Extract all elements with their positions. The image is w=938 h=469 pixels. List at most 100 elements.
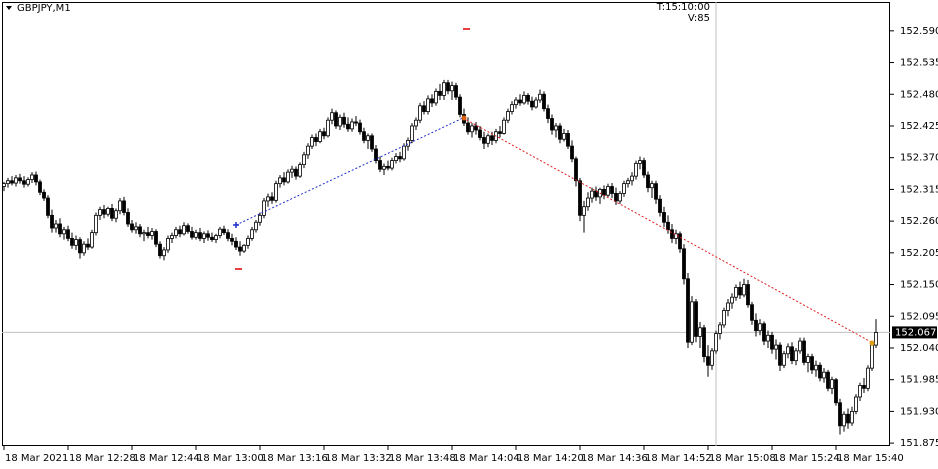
- candle-body: [358, 122, 362, 133]
- candle-body: [766, 334, 770, 342]
- candle-body: [838, 402, 842, 427]
- marker-orange: [869, 340, 875, 346]
- candle-body: [118, 200, 122, 212]
- y-tick-label: 152.590: [900, 26, 938, 37]
- candle-body: [390, 160, 394, 169]
- candle-body: [418, 105, 422, 121]
- candle-body: [306, 145, 310, 156]
- candle-body: [158, 243, 162, 257]
- candle-body: [758, 323, 762, 332]
- candle-body: [694, 301, 698, 337]
- candle-body: [350, 121, 354, 130]
- crosshair-time: T:15:10:00: [656, 2, 710, 13]
- candle-body: [638, 160, 642, 164]
- candle-body: [662, 212, 666, 223]
- candle-body: [186, 225, 190, 232]
- y-tick-label: 151.875: [900, 438, 938, 449]
- candle-body: [326, 119, 330, 137]
- candle-body: [422, 105, 426, 112]
- x-tick-label: 18 Mar 12:44: [133, 453, 200, 464]
- candle-body: [666, 221, 670, 231]
- candle-body: [374, 148, 378, 161]
- candle-body: [522, 95, 526, 104]
- candle-body: [238, 246, 242, 252]
- candle-body: [62, 229, 66, 235]
- x-tick-label: 18 Mar 15:24: [773, 453, 840, 464]
- candle-body: [394, 156, 398, 161]
- y-tick-label: 152.370: [900, 153, 938, 164]
- y-tick-label: 152.480: [900, 89, 938, 100]
- candle-body: [678, 233, 682, 250]
- menu-icon[interactable]: [6, 6, 12, 10]
- candle-body: [518, 99, 522, 104]
- candle-body: [594, 190, 598, 198]
- candle-body: [498, 131, 502, 134]
- candle-body: [250, 229, 254, 239]
- candle-body: [110, 208, 114, 219]
- candle-body: [314, 137, 318, 142]
- candle-body: [466, 122, 470, 133]
- candle-body: [722, 310, 726, 326]
- bid-label-box: [892, 326, 937, 339]
- candle-body: [698, 327, 702, 337]
- candle-body: [334, 112, 338, 127]
- y-tick-label: 152.260: [900, 216, 938, 227]
- candle-body: [874, 332, 878, 346]
- candle-body: [246, 238, 250, 246]
- candle-body: [562, 133, 566, 140]
- candle-body: [142, 232, 146, 235]
- candle-body: [866, 367, 870, 389]
- candle-body: [114, 210, 118, 219]
- candle-body: [746, 284, 750, 306]
- candle-body: [226, 232, 230, 239]
- candle-body: [54, 223, 58, 229]
- candle-body: [230, 238, 234, 242]
- candle-body: [70, 238, 74, 246]
- candle-body: [302, 154, 306, 166]
- candle-body: [862, 385, 866, 389]
- candle-body: [182, 225, 186, 235]
- candle-body: [814, 364, 818, 371]
- candle-body: [846, 413, 850, 424]
- y-tick-label: 152.205: [900, 248, 938, 259]
- candle-body: [782, 353, 786, 366]
- candle-body: [386, 165, 390, 169]
- candle-body: [830, 379, 834, 389]
- x-tick-label: 18 Mar 13:32: [325, 453, 392, 464]
- trend-line-red: [462, 117, 874, 344]
- candle-body: [290, 168, 294, 173]
- candle-body: [14, 177, 18, 184]
- candle-body: [10, 180, 14, 184]
- candle-body: [790, 346, 794, 362]
- candle-body: [602, 189, 606, 196]
- y-tick-label: 152.095: [900, 311, 938, 322]
- candle-body: [546, 108, 550, 119]
- candle-body: [806, 356, 810, 363]
- candle-body: [798, 340, 802, 352]
- candle-body: [354, 121, 358, 124]
- y-tick-label: 152.040: [900, 343, 938, 354]
- candle-body: [166, 238, 170, 251]
- y-tick-label: 152.315: [900, 184, 938, 195]
- candle-body: [298, 164, 302, 177]
- candle-body: [810, 356, 814, 371]
- y-tick-label: 151.930: [900, 406, 938, 417]
- candle-body: [98, 209, 102, 216]
- candle-body: [750, 304, 754, 321]
- candle-body: [146, 232, 150, 236]
- candle-body: [406, 139, 410, 147]
- trend-line-blue: [235, 117, 464, 226]
- candle-body: [570, 145, 574, 160]
- candle-body: [170, 235, 174, 239]
- candle-body: [670, 229, 674, 239]
- candle-body: [198, 232, 202, 239]
- x-tick-label: 18 Mar 13:48: [389, 453, 456, 464]
- candle-body: [2, 183, 6, 187]
- candle-body: [30, 174, 34, 181]
- candle-body: [534, 99, 538, 108]
- candle-body: [502, 119, 506, 134]
- candle-body: [558, 125, 562, 140]
- candle-body: [378, 160, 382, 170]
- candle-body: [614, 193, 618, 202]
- candle-body: [618, 193, 622, 202]
